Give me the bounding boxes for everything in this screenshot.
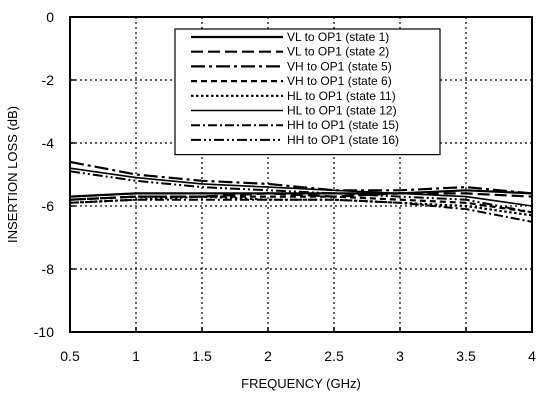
y-tick-label: -8: [42, 261, 55, 277]
y-tick-label: -4: [42, 135, 55, 151]
legend-label: VL to OP1 (state 2): [287, 45, 389, 59]
legend-label: VH to OP1 (state 6): [287, 74, 392, 88]
x-tick-label: 3: [396, 348, 404, 364]
x-tick-label: 1.5: [192, 348, 212, 364]
series-line-3: [69, 160, 533, 195]
y-tick-label: -2: [42, 72, 55, 88]
legend-label: VL to OP1 (state 1): [287, 30, 389, 44]
legend: VL to OP1 (state 1)VL to OP1 (state 2)VH…: [174, 28, 441, 156]
series-line-2: [69, 192, 533, 201]
series-line-6: [69, 167, 533, 207]
series-layer: [69, 160, 533, 223]
series-line-1: [69, 189, 533, 198]
legend-box: [174, 28, 441, 156]
legend-label: VH to OP1 (state 5): [287, 59, 392, 73]
y-tick-label: -10: [34, 324, 54, 340]
plot-frame: [69, 16, 533, 333]
series-line-8: [69, 170, 533, 214]
y-tick-label: -6: [42, 198, 55, 214]
series-line-4: [69, 195, 533, 214]
x-tick-labels: 0.5 1 1.5 2 2.5 3 3.5 4: [60, 327, 536, 364]
legend-label: HL to OP1 (state 11): [287, 89, 396, 103]
y-tick-label: 0: [46, 9, 54, 25]
x-tick-label: 1: [132, 348, 140, 364]
x-axis-label: FREQUENCY (GHz): [241, 376, 361, 391]
legend-label: HH to OP1 (state 16): [287, 133, 399, 147]
x-tick-label: 4: [528, 348, 536, 364]
x-tick-label: 3.5: [456, 348, 476, 364]
x-tick-label: 2.5: [324, 348, 344, 364]
y-tick-labels: 0 -2 -4 -6 -8 -10: [34, 9, 75, 340]
y-axis-label: INSERTION LOSS (dB): [5, 106, 20, 243]
legend-label: HL to OP1 (state 12): [287, 104, 397, 118]
x-tick-label: 0.5: [60, 348, 80, 364]
legend-label: HH to OP1 (state 15): [287, 118, 399, 132]
series-line-5: [69, 195, 533, 217]
x-tick-label: 2: [264, 348, 272, 364]
